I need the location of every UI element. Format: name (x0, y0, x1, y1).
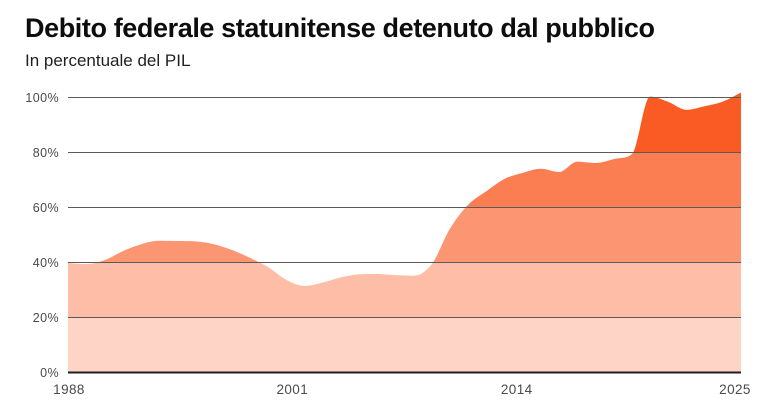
area-fill-bands (68, 92, 741, 373)
y-tick-label: 100% (25, 91, 59, 105)
chart-title: Debito federale statunitense detenuto da… (25, 13, 655, 43)
y-tick-label: 40% (33, 256, 59, 270)
y-tick-label: 80% (33, 146, 59, 160)
area-fill-band (68, 317, 741, 373)
y-tick-label: 60% (33, 201, 59, 215)
x-tick-label: 2001 (276, 382, 308, 397)
y-tick-label: 20% (33, 311, 59, 325)
area-fill-band (68, 152, 741, 208)
x-tick-label: 2025 (719, 382, 751, 397)
x-tick-label: 1988 (53, 382, 85, 397)
area-fill-band (68, 262, 741, 318)
y-tick-label: 0% (40, 366, 59, 380)
chart-header: Debito federale statunitense detenuto da… (0, 0, 655, 71)
area-fill-band (68, 207, 741, 263)
area-fill-band (68, 92, 741, 153)
chart-subtitle: In percentuale del PIL (25, 51, 191, 71)
x-axis-labels: 1988 2001 2014 2025 (53, 382, 751, 397)
x-tick-label: 2014 (501, 382, 533, 397)
gridlines (68, 97, 741, 374)
y-axis-labels: 0% 20% 40% 60% 80% 100% (25, 91, 59, 380)
